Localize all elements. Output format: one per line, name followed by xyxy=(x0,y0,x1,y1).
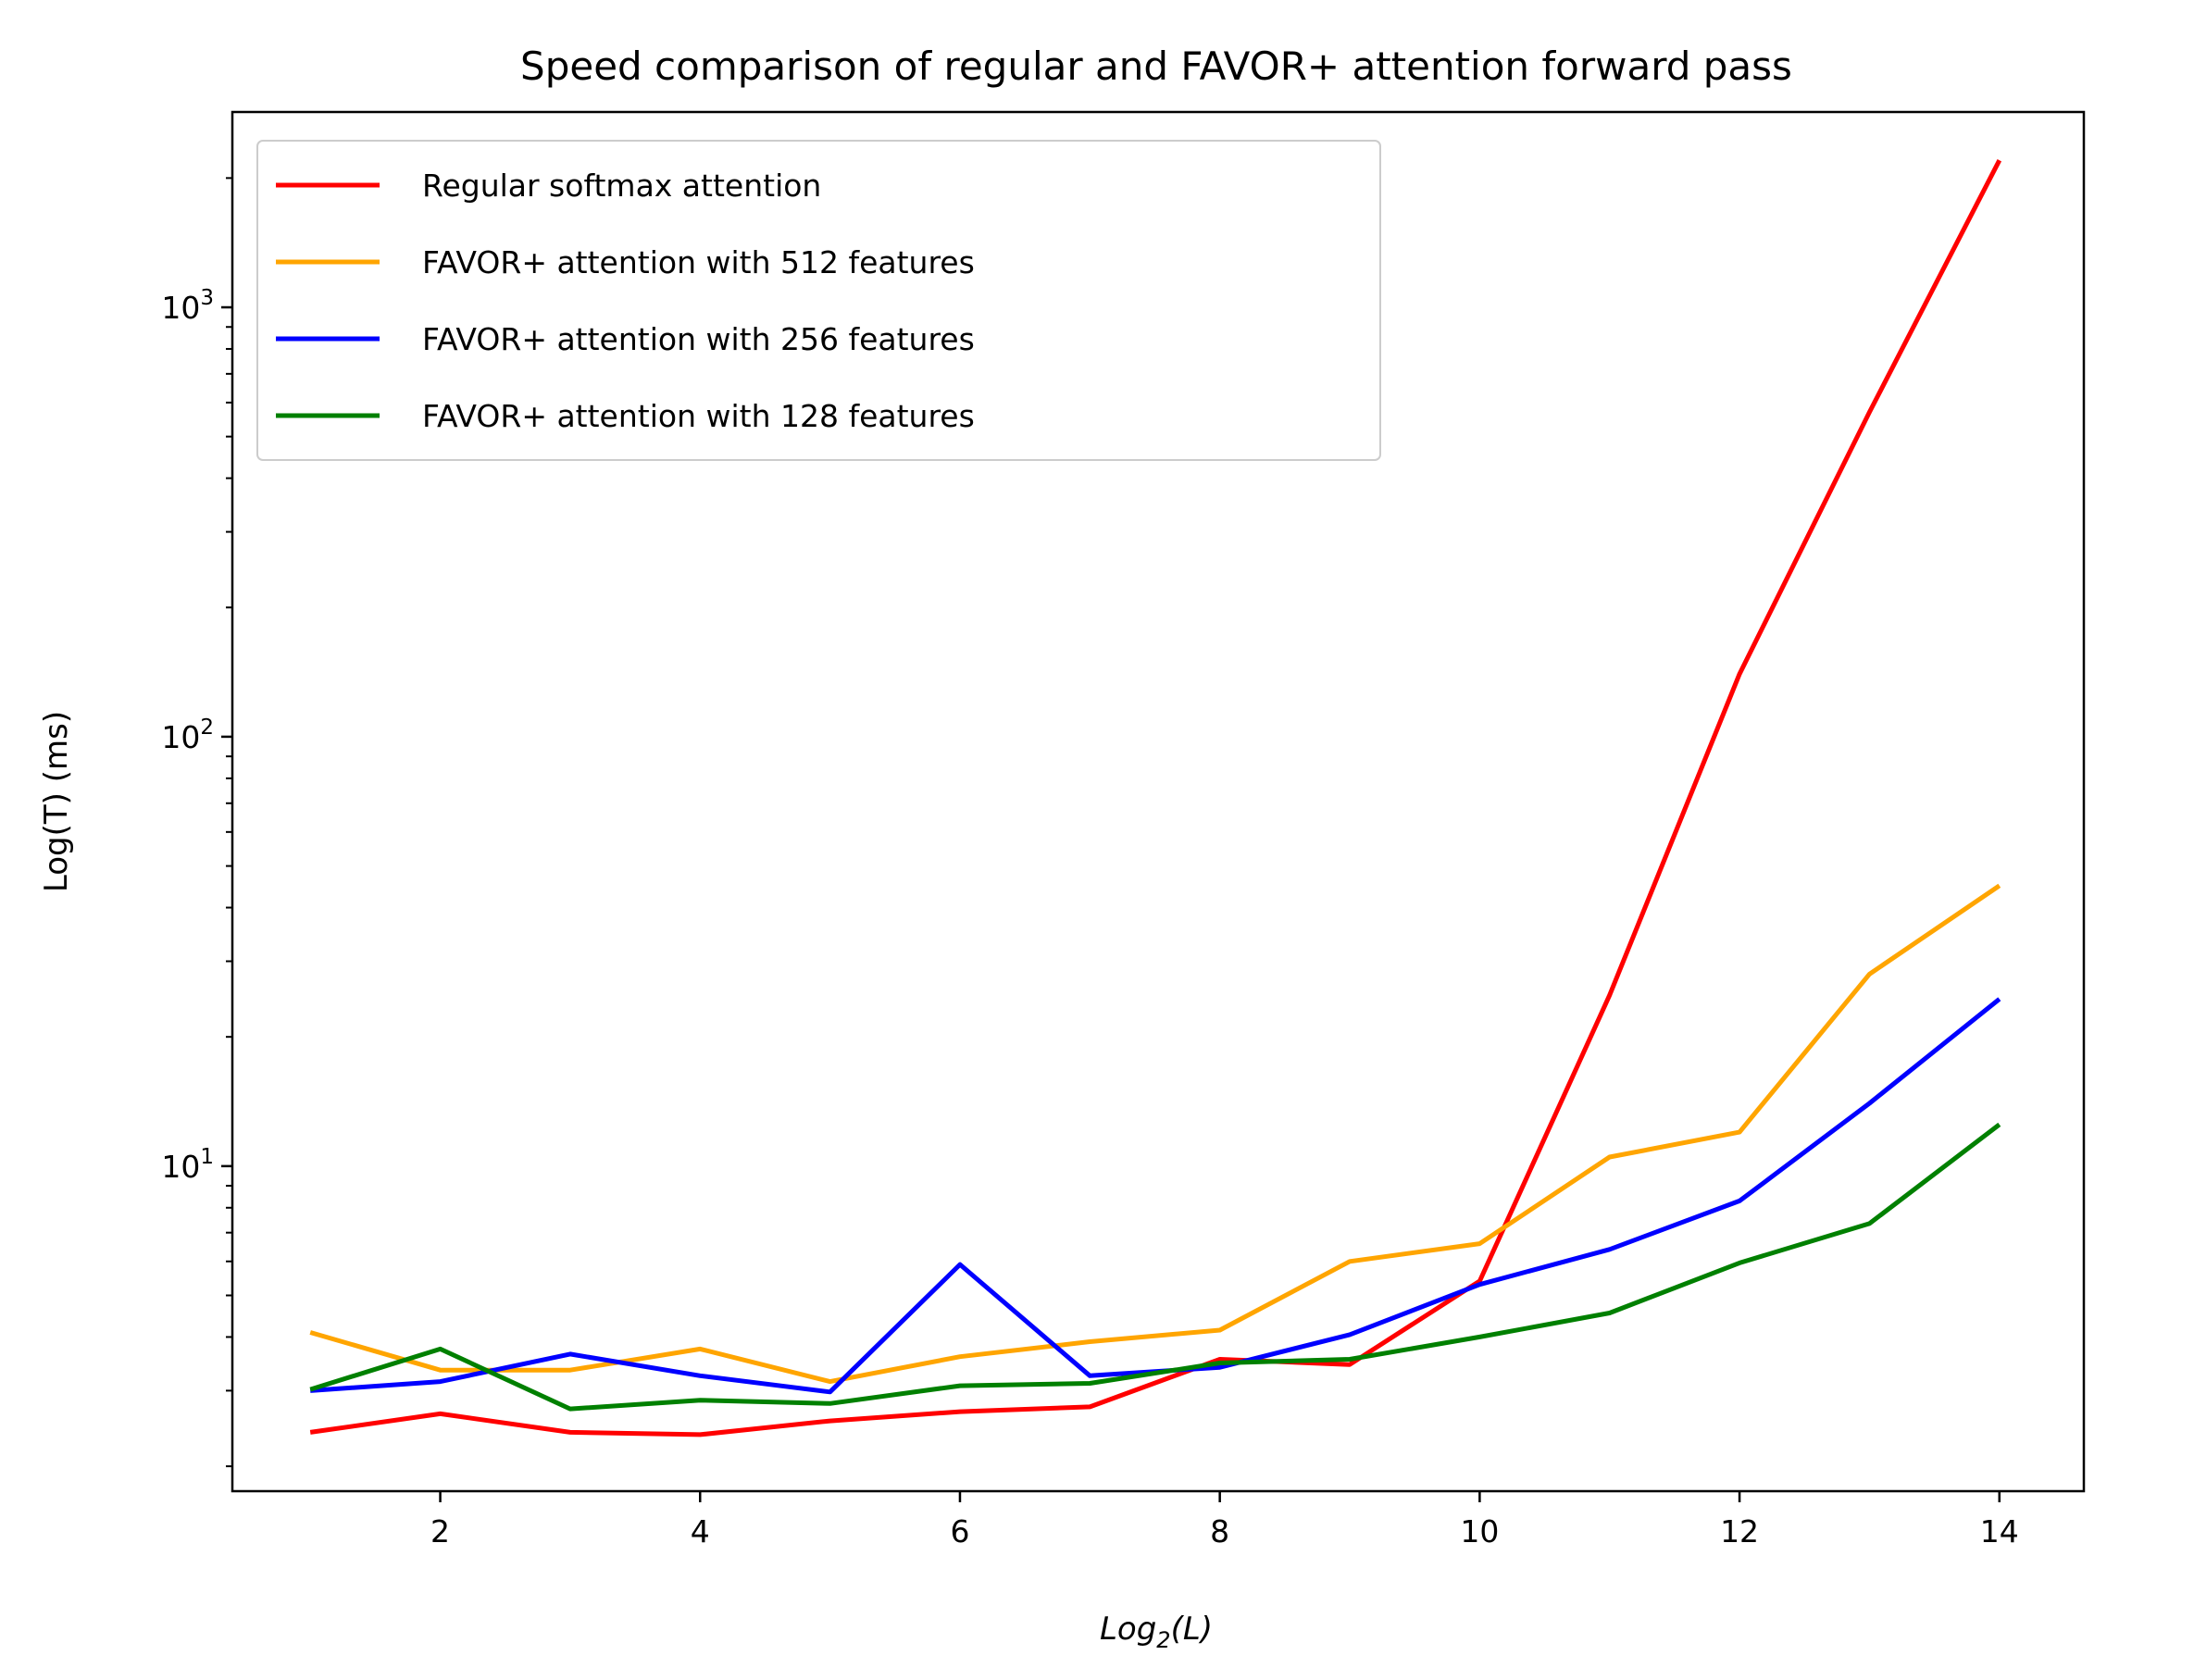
x-label-part-log: Log xyxy=(1100,1611,1156,1648)
legend-box xyxy=(256,140,1381,461)
y-tick-base: 10 xyxy=(161,290,200,326)
y-tick-label: 102 xyxy=(161,716,214,755)
x-axis-ticks: 2 4 6 8 10 12 14 xyxy=(430,1491,2019,1549)
x-axis-label: Log2(L) xyxy=(1100,1611,1213,1653)
x-label-part-arg: (L) xyxy=(1171,1611,1213,1648)
x-tick-label: 8 xyxy=(1210,1513,1229,1549)
legend-label-4: FAVOR+ attention with 128 features xyxy=(422,398,975,434)
series-line-4 xyxy=(309,1122,2001,1412)
x-tick-label: 12 xyxy=(1720,1513,1759,1549)
x-tick-label: 6 xyxy=(950,1513,969,1549)
plot-lines xyxy=(309,159,2002,1437)
y-tick-exponent: 1 xyxy=(200,1145,214,1169)
y-tick-base: 10 xyxy=(161,1149,200,1185)
legend-label-1: Regular softmax attention xyxy=(422,168,821,204)
y-tick-base: 10 xyxy=(161,719,200,755)
x-label-subscript: 2 xyxy=(1156,1627,1170,1653)
x-tick-label: 2 xyxy=(430,1513,450,1549)
legend-label-3: FAVOR+ attention with 256 features xyxy=(422,321,975,357)
y-tick-exponent: 3 xyxy=(200,286,214,310)
x-tick-label: 14 xyxy=(1980,1513,2019,1549)
chart-title: Speed comparison of regular and FAVOR+ a… xyxy=(520,44,1792,89)
series-line-1 xyxy=(309,159,2002,1437)
series-line-2 xyxy=(309,883,2001,1385)
y-tick-label: 103 xyxy=(161,286,214,326)
x-tick-label: 10 xyxy=(1460,1513,1499,1549)
y-axis-label: Log(T) (ms) xyxy=(38,711,75,892)
plot-frame xyxy=(231,110,2086,1493)
x-tick-label: 4 xyxy=(691,1513,710,1549)
legend-label-2: FAVOR+ attention with 512 features xyxy=(422,244,975,280)
y-tick-exponent: 2 xyxy=(200,716,214,740)
legend: Regular softmax attention FAVOR+ attentio… xyxy=(256,140,1381,461)
y-tick-label: 101 xyxy=(161,1145,214,1185)
